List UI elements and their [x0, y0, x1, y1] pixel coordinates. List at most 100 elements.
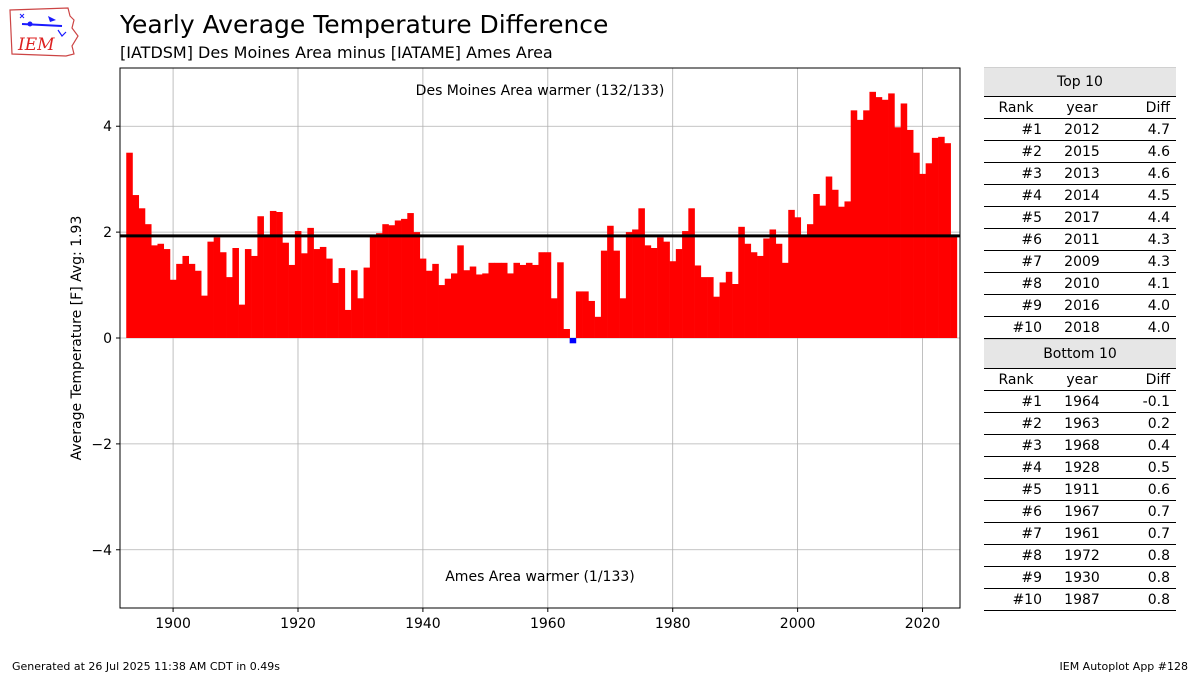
cell-year: 2011: [1048, 228, 1116, 251]
bar-1960: [544, 252, 552, 338]
app-label: IEM Autoplot App #128: [1059, 660, 1189, 673]
bar-1925: [326, 258, 333, 338]
cell-year: 1964: [1048, 390, 1116, 413]
table-row: #4 2014 4.5: [984, 184, 1176, 207]
bar-1904: [194, 270, 202, 338]
cell-diff: 0.8: [1116, 544, 1176, 567]
x-tick-label: 1920: [280, 616, 316, 632]
table-row: #2 2015 4.6: [984, 140, 1176, 163]
bar-1965: [575, 291, 583, 338]
cell-year: 2018: [1048, 316, 1116, 339]
bar-chart: 1900 1920 1940 1960 1980 2000 2020 −4 −2 0 2 4 Ave…: [69, 67, 961, 632]
bar-2024: [944, 143, 951, 338]
bar-1943: [438, 285, 446, 338]
x-tick-label: 1960: [530, 616, 566, 632]
bar-1937: [401, 218, 408, 338]
table-row: #10 1987 0.8: [984, 588, 1176, 611]
bar-1918: [282, 242, 289, 338]
cell-rank: #6: [984, 228, 1048, 251]
bar-1896: [144, 224, 152, 338]
bar-1927: [338, 268, 346, 338]
bar-1987: [713, 296, 720, 338]
top10-header-rank: Rank: [984, 96, 1048, 119]
bottom10-table: Bottom 10 Rank year Diff #1 1964 -0.1 #2 196…: [984, 339, 1176, 611]
bar-2010: [856, 119, 864, 338]
cell-rank: #10: [984, 588, 1048, 611]
bar-1919: [288, 264, 296, 338]
bar-1977: [650, 248, 658, 338]
x-tick-label: 1940: [405, 616, 441, 632]
bar-1961: [550, 298, 558, 338]
bar-1983: [688, 208, 695, 338]
bar-2008: [844, 201, 852, 338]
bar-1979: [663, 241, 670, 338]
bar-1976: [644, 245, 652, 338]
bar-1899: [163, 249, 171, 338]
cell-diff: 0.6: [1116, 478, 1176, 501]
cell-year: 1930: [1048, 566, 1116, 589]
table-row: #5 1911 0.6: [984, 478, 1176, 501]
bar-1907: [213, 237, 221, 338]
bar-1952: [494, 262, 502, 338]
bar-2025: [950, 235, 958, 338]
bar-2020: [919, 173, 926, 338]
bar-1897: [151, 245, 158, 338]
bar-1955: [513, 262, 521, 338]
bar-2015: [888, 93, 895, 338]
bar-1916: [269, 210, 277, 338]
bar-2018: [906, 129, 914, 338]
bar-1954: [507, 273, 514, 338]
cell-rank: #8: [984, 544, 1048, 567]
bar-1921: [301, 253, 308, 338]
rank-tables: Top 10 Rank year Diff #1 2012 4.7 #2 2015 4.6…: [984, 67, 1176, 611]
table-row: #8 2010 4.1: [984, 272, 1176, 295]
table-row: #9 2016 4.0: [984, 294, 1176, 317]
bar-1986: [707, 277, 714, 338]
cell-year: 1928: [1048, 456, 1116, 479]
cell-year: 2015: [1048, 140, 1116, 163]
top10-header-year: year: [1048, 96, 1116, 119]
cell-year: 2014: [1048, 184, 1116, 207]
bar-1917: [276, 212, 283, 338]
bar-1985: [700, 277, 708, 338]
table-row: #7 1961 0.7: [984, 522, 1176, 545]
bar-2005: [825, 176, 833, 338]
cell-diff: 0.8: [1116, 588, 1176, 611]
bar-2011: [863, 110, 870, 339]
cell-diff: 4.0: [1116, 316, 1176, 339]
bar-1971: [613, 250, 620, 338]
bar-1949: [475, 274, 483, 338]
cell-rank: #9: [984, 566, 1048, 589]
cell-year: 2017: [1048, 206, 1116, 229]
x-axis-ticks: 1900 1920 1940 1960 1980 2000 2020: [155, 608, 940, 632]
bar-2004: [819, 205, 827, 338]
bar-1931: [363, 267, 371, 338]
cell-diff: 4.1: [1116, 272, 1176, 295]
bar-1947: [463, 270, 471, 338]
bar-1930: [357, 298, 364, 338]
bar-1938: [407, 213, 414, 338]
bar-1951: [488, 262, 496, 338]
bar-1953: [500, 262, 508, 338]
bar-1963: [563, 329, 570, 338]
table-row: #3 2013 4.6: [984, 162, 1176, 185]
cell-year: 2009: [1048, 250, 1116, 273]
bar-1928: [344, 309, 352, 338]
bar-1968: [594, 316, 602, 338]
top10-header-diff: Diff: [1116, 96, 1176, 119]
cell-rank: #10: [984, 316, 1048, 339]
bar-1967: [588, 300, 595, 338]
cell-year: 1987: [1048, 588, 1116, 611]
bar-1969: [600, 250, 608, 338]
bar-1998: [782, 262, 789, 338]
bar-1929: [351, 270, 358, 338]
bar-2013: [875, 97, 883, 338]
bar-1903: [188, 263, 196, 338]
bar-1940: [419, 258, 427, 338]
bar-1975: [638, 208, 645, 338]
bar-2012: [869, 91, 876, 338]
bar-1994: [757, 255, 764, 338]
bar-1936: [394, 220, 402, 338]
annotation-bottom: Ames Area warmer (1/133): [445, 569, 635, 585]
bar-1901: [176, 263, 183, 338]
